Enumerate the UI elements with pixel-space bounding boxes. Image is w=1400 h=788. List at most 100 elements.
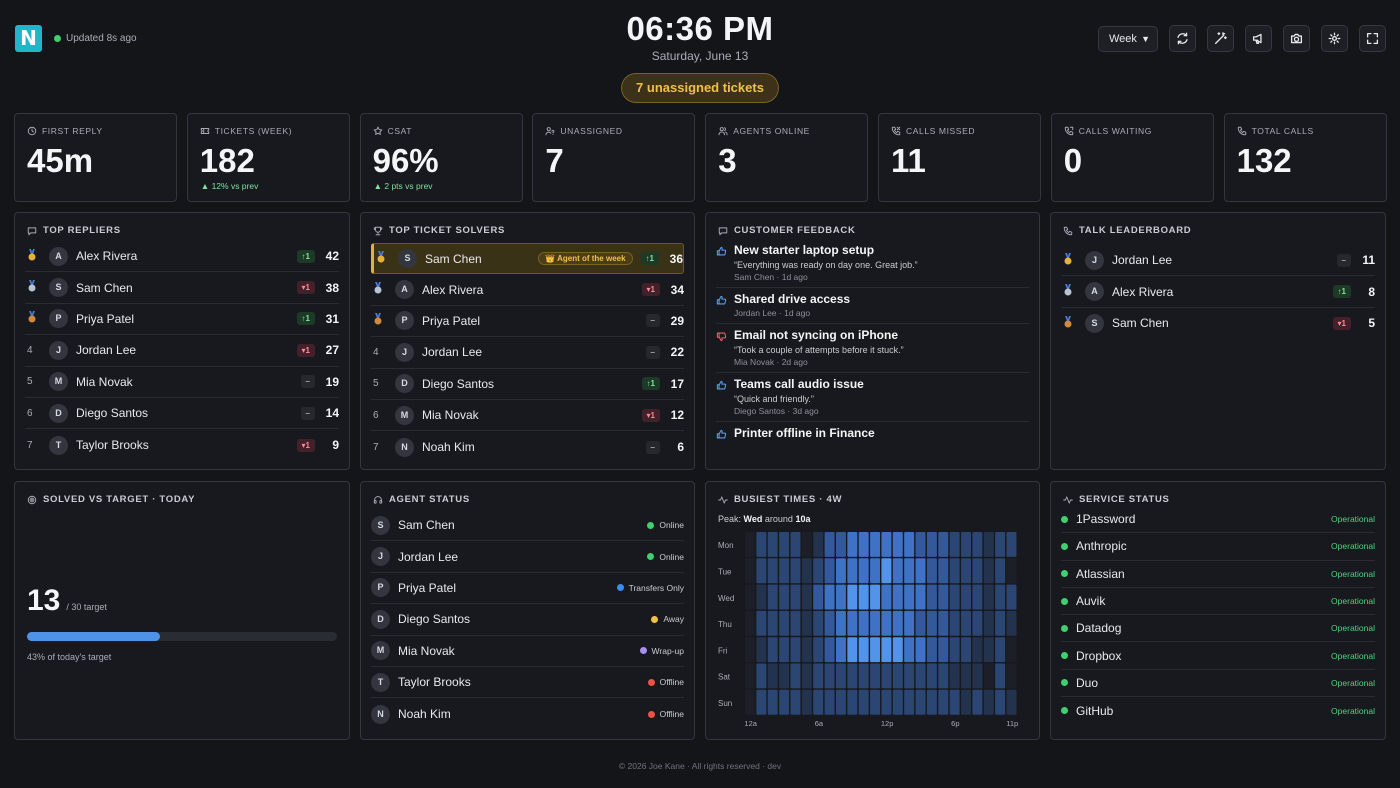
heatmap-cell[interactable] — [915, 532, 926, 557]
heatmap-cell[interactable] — [835, 689, 846, 715]
heatmap-cell[interactable] — [858, 610, 869, 636]
heatmap-cell[interactable] — [847, 584, 858, 610]
heatmap-cell[interactable] — [790, 637, 801, 663]
leaderboard-row[interactable]: 6 D Diego Santos – 14 — [25, 398, 339, 430]
heatmap-cell[interactable] — [949, 637, 960, 663]
stat-card-calls-waiting[interactable]: Calls Waiting 0 — [1050, 113, 1214, 202]
heatmap-cell[interactable] — [801, 663, 812, 689]
heatmap-cell[interactable] — [835, 663, 846, 689]
leaderboard-row[interactable]: A Alex Rivera ↑1 42 — [25, 241, 339, 273]
heatmap-cell[interactable] — [813, 558, 824, 584]
heatmap-cell[interactable] — [972, 689, 983, 715]
heatmap-cell[interactable] — [881, 610, 892, 636]
heatmap-cell[interactable] — [790, 610, 801, 636]
heatmap-cell[interactable] — [995, 689, 1006, 715]
heatmap-cell[interactable] — [972, 610, 983, 636]
heatmap-cell[interactable] — [847, 558, 858, 584]
heatmap-cell[interactable] — [847, 689, 858, 715]
leaderboard-row[interactable]: S Sam Chen ▾1 5 — [1061, 308, 1375, 339]
heatmap-cell[interactable] — [961, 637, 971, 663]
heatmap-cell[interactable] — [915, 663, 926, 689]
heatmap-cell[interactable] — [824, 663, 835, 689]
heatmap-cell[interactable] — [801, 689, 812, 715]
heatmap-cell[interactable] — [870, 584, 881, 610]
stat-card-tickets-week[interactable]: Tickets (Week) 182 ▲ 12% vs prev — [186, 113, 350, 202]
heatmap-cell[interactable] — [813, 532, 824, 557]
heatmap-cell[interactable] — [870, 610, 881, 636]
agent-status-row[interactable]: P Priya Patel Transfers Only — [371, 573, 684, 605]
feedback-item[interactable]: Shared drive access Jordan Lee · 1d ago — [716, 288, 1029, 324]
heatmap-cell[interactable] — [745, 558, 755, 584]
leaderboard-row[interactable]: 7 N Noah Kim – 6 — [371, 431, 684, 462]
heatmap-cell[interactable] — [926, 689, 937, 715]
leaderboard-row[interactable]: P Priya Patel – 29 — [371, 306, 684, 338]
leaderboard-row[interactable]: 4 J Jordan Lee ▾1 27 — [25, 335, 339, 367]
heatmap-cell[interactable] — [983, 663, 994, 689]
heatmap-cell[interactable] — [995, 584, 1006, 610]
heatmap-cell[interactable] — [870, 663, 881, 689]
heatmap-cell[interactable] — [961, 663, 971, 689]
fullscreen-button[interactable] — [1359, 25, 1386, 52]
heatmap-cell[interactable] — [904, 584, 915, 610]
heatmap-cell[interactable] — [767, 532, 778, 557]
agent-status-row[interactable]: N Noah Kim Offline — [371, 698, 684, 729]
heatmap-cell[interactable] — [949, 663, 960, 689]
heatmap-cell[interactable] — [949, 689, 960, 715]
heatmap-cell[interactable] — [870, 689, 881, 715]
heatmap-cell[interactable] — [801, 610, 812, 636]
leaderboard-row[interactable]: J Jordan Lee – 11 — [1061, 245, 1375, 277]
refresh-button[interactable] — [1169, 25, 1196, 52]
heatmap-cell[interactable] — [1006, 663, 1017, 689]
heatmap-cell[interactable] — [801, 532, 812, 557]
heatmap-cell[interactable] — [824, 637, 835, 663]
heatmap-cell[interactable] — [858, 584, 869, 610]
heatmap-cell[interactable] — [756, 532, 767, 557]
heatmap-cell[interactable] — [995, 663, 1006, 689]
heatmap-cell[interactable] — [858, 558, 869, 584]
heatmap-cell[interactable] — [915, 610, 926, 636]
heatmap-cell[interactable] — [938, 663, 949, 689]
heatmap-cell[interactable] — [745, 663, 755, 689]
heatmap-cell[interactable] — [756, 689, 767, 715]
heatmap-cell[interactable] — [767, 584, 778, 610]
heatmap-cell[interactable] — [870, 637, 881, 663]
heatmap-cell[interactable] — [926, 532, 937, 557]
heatmap-cell[interactable] — [745, 637, 755, 663]
heatmap-cell[interactable] — [779, 663, 790, 689]
heatmap-cell[interactable] — [801, 584, 812, 610]
heatmap-cell[interactable] — [745, 584, 755, 610]
heatmap-cell[interactable] — [892, 532, 903, 557]
heatmap-cell[interactable] — [949, 532, 960, 557]
heatmap-cell[interactable] — [835, 637, 846, 663]
heatmap-cell[interactable] — [949, 584, 960, 610]
heatmap-cell[interactable] — [972, 663, 983, 689]
heatmap-cell[interactable] — [881, 637, 892, 663]
heatmap-cell[interactable] — [983, 637, 994, 663]
announce-button[interactable] — [1245, 25, 1272, 52]
feedback-item[interactable]: Email not syncing on iPhone “Took a coup… — [716, 324, 1029, 373]
heatmap-cell[interactable] — [926, 637, 937, 663]
agent-status-row[interactable]: M Mia Novak Wrap-up — [371, 636, 684, 667]
leaderboard-row[interactable]: P Priya Patel ↑1 31 — [25, 304, 339, 336]
heatmap-cell[interactable] — [972, 558, 983, 584]
leaderboard-row[interactable]: S Sam Chen ▾1 38 — [25, 272, 339, 304]
heatmap-cell[interactable] — [1006, 584, 1017, 610]
heatmap-cell[interactable] — [1006, 532, 1017, 557]
heatmap-cell[interactable] — [904, 689, 915, 715]
heatmap-cell[interactable] — [926, 558, 937, 584]
heatmap-cell[interactable] — [983, 532, 994, 557]
heatmap-cell[interactable] — [790, 532, 801, 557]
heatmap-cell[interactable] — [892, 584, 903, 610]
heatmap-cell[interactable] — [813, 637, 824, 663]
heatmap-cell[interactable] — [779, 532, 790, 557]
heatmap-cell[interactable] — [926, 610, 937, 636]
heatmap-cell[interactable] — [1006, 610, 1017, 636]
heatmap-cell[interactable] — [824, 584, 835, 610]
heatmap-cell[interactable] — [756, 637, 767, 663]
heatmap-cell[interactable] — [790, 558, 801, 584]
settings-button[interactable] — [1321, 25, 1348, 52]
heatmap-cell[interactable] — [847, 610, 858, 636]
heatmap-cell[interactable] — [813, 689, 824, 715]
heatmap-cell[interactable] — [961, 532, 971, 557]
service-row[interactable]: Anthropic Operational — [1061, 533, 1375, 561]
